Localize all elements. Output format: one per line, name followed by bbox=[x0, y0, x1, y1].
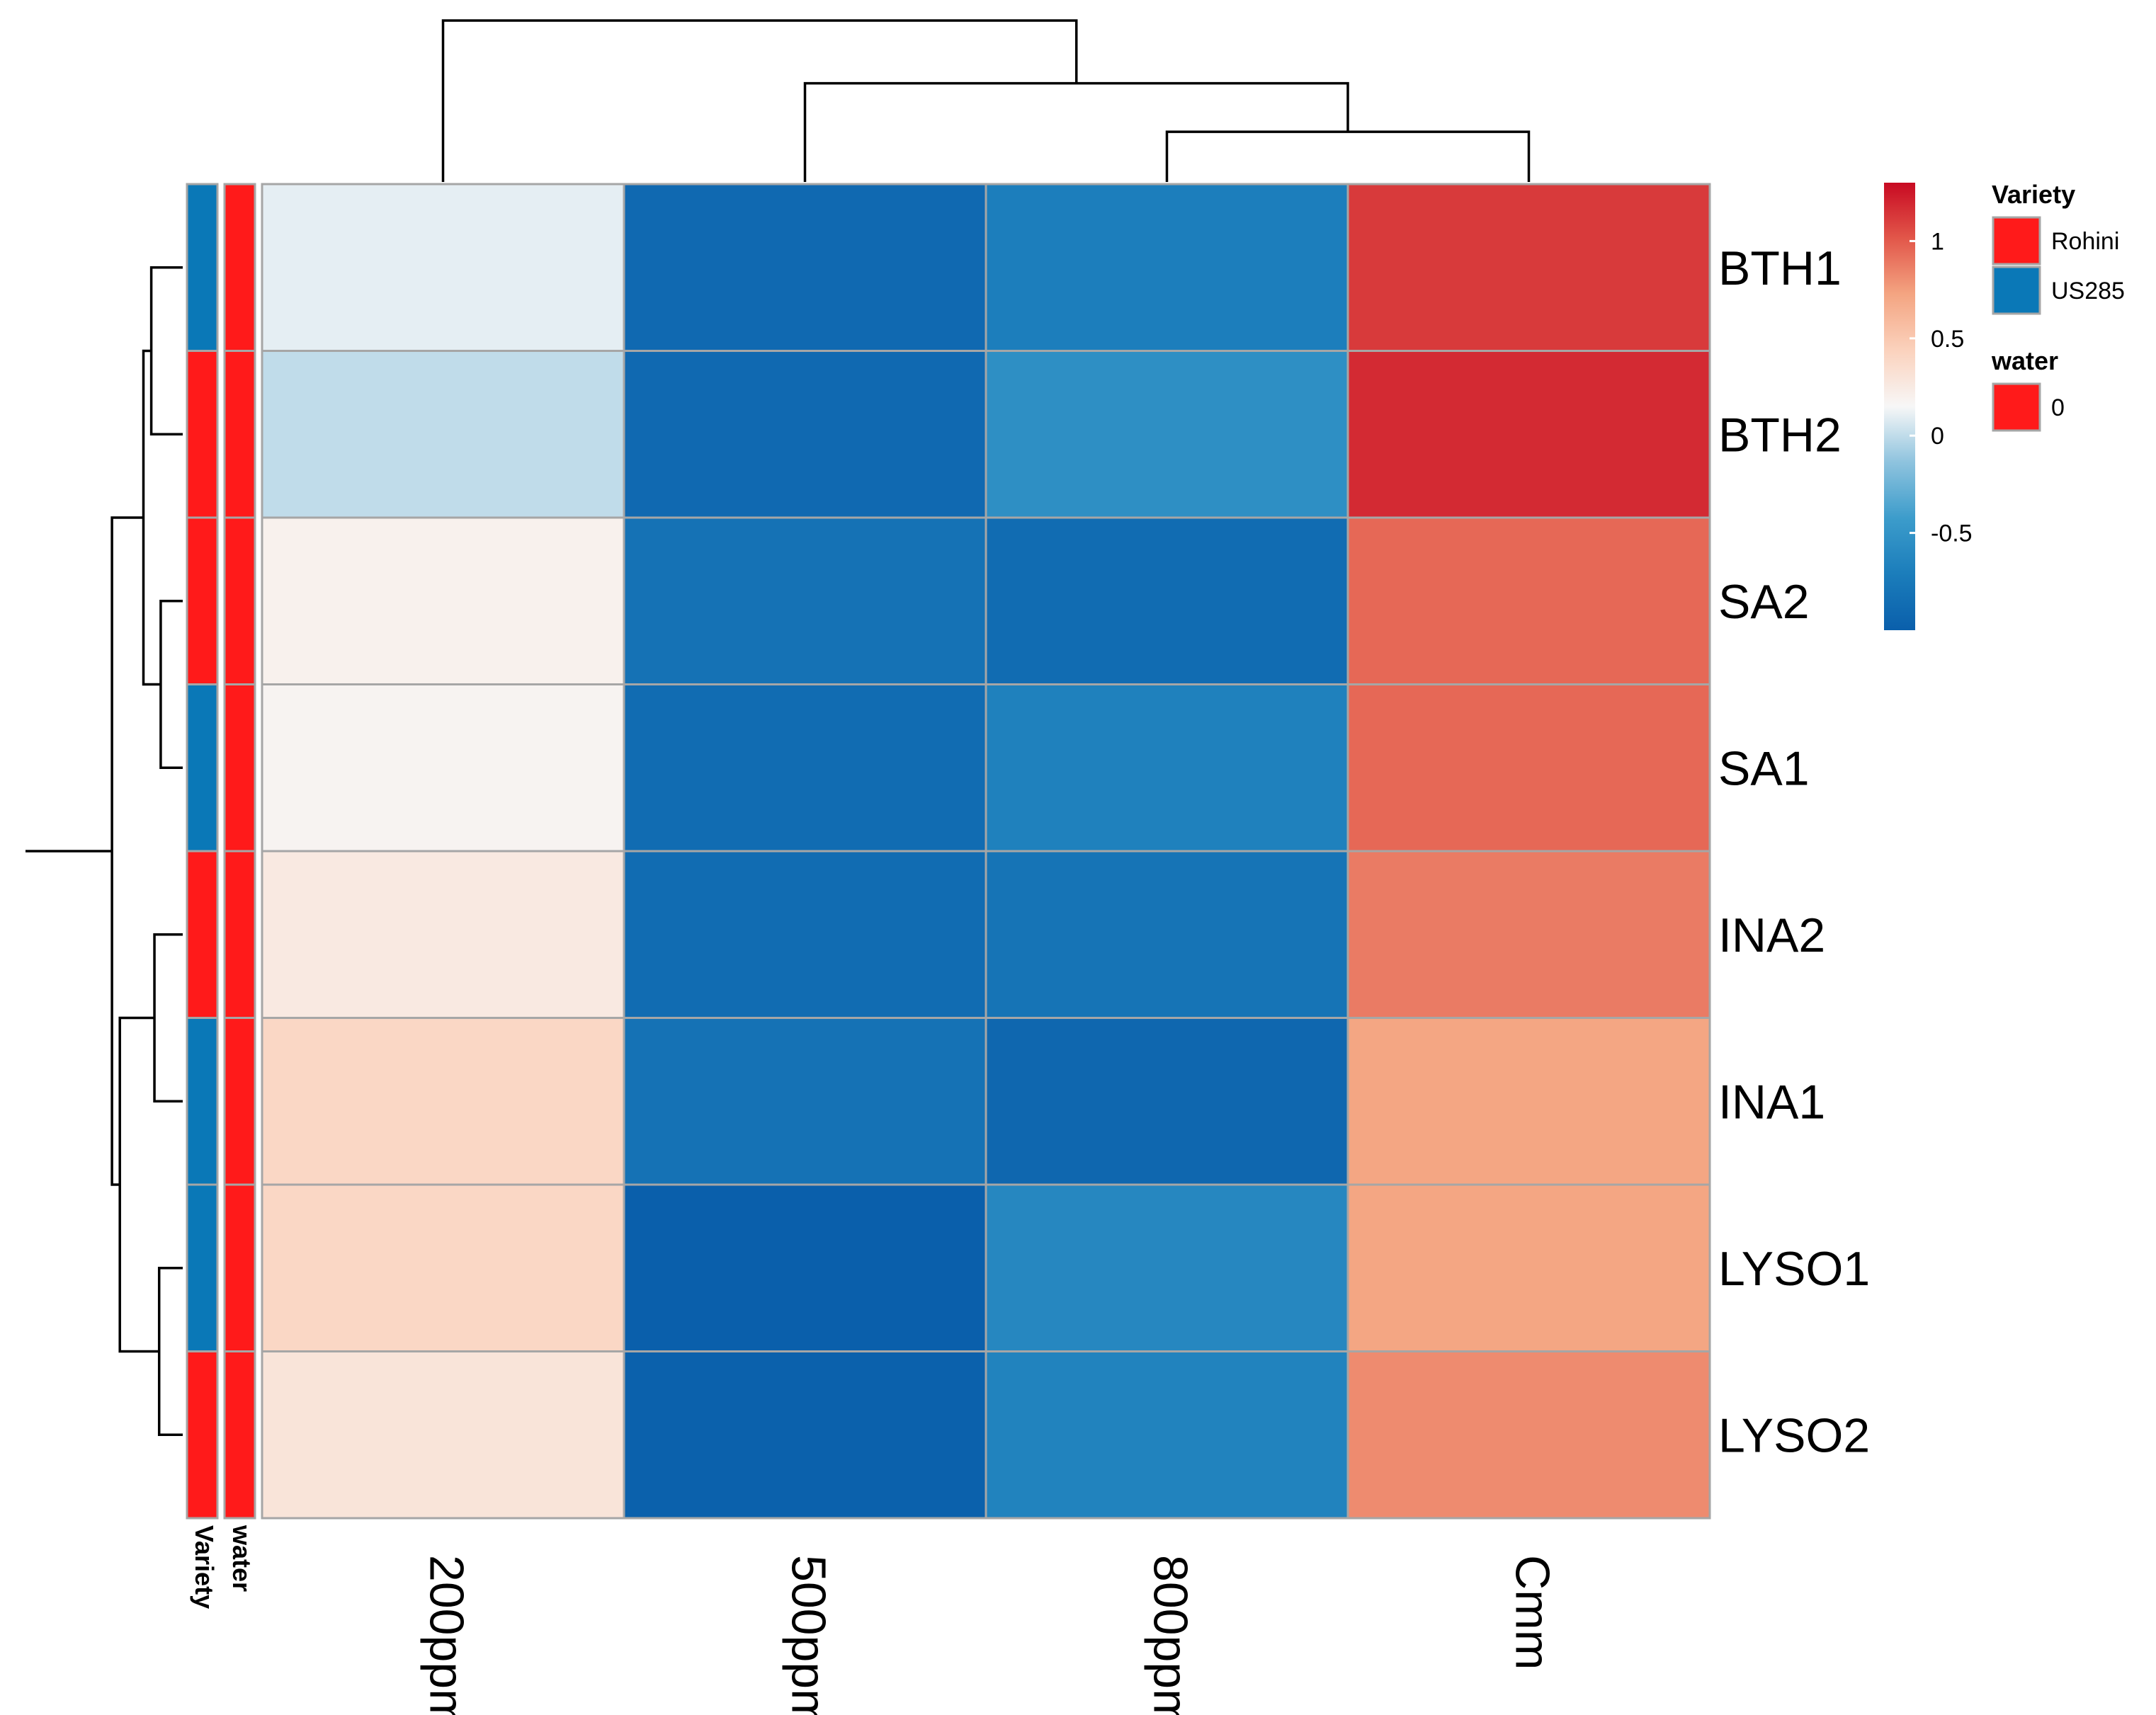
heatmap-cell bbox=[985, 183, 1349, 352]
dendrogram-branch bbox=[441, 19, 1078, 182]
heatmap-cell bbox=[1346, 683, 1711, 853]
annotation-cell-variety bbox=[186, 683, 219, 853]
heatmap-cell bbox=[623, 1350, 987, 1520]
heatmap-cell bbox=[1346, 1350, 1711, 1520]
annotation-cell-variety bbox=[186, 1183, 219, 1352]
color-scale-tick-label: 0.5 bbox=[1931, 326, 1964, 353]
heatmap-cells bbox=[261, 183, 1711, 1520]
annotation-labels: Variety water bbox=[190, 1525, 256, 1609]
dendrogram-branch bbox=[153, 933, 183, 1102]
heatmap-cell bbox=[623, 683, 987, 853]
annotation-cell-water bbox=[223, 1183, 256, 1352]
column-label: Cmm bbox=[1506, 1555, 1560, 1670]
annotation-cell-variety bbox=[186, 1350, 219, 1520]
heatmap-cell bbox=[261, 1183, 625, 1352]
row-label: INA2 bbox=[1718, 908, 1825, 962]
heatmap-cell bbox=[985, 683, 1349, 853]
dendrogram-branch bbox=[159, 600, 183, 769]
dendrogram-branch bbox=[1165, 130, 1531, 182]
annotation-cell-water bbox=[223, 1017, 256, 1186]
column-label: 500ppm bbox=[782, 1555, 836, 1715]
annotation-cell-variety bbox=[186, 350, 219, 519]
heatmap-cell bbox=[261, 1017, 625, 1186]
legend-label: US285 bbox=[2051, 278, 2125, 304]
annotation-label: water bbox=[227, 1525, 256, 1592]
legend-swatch bbox=[1992, 382, 2041, 432]
heatmap-cell bbox=[985, 1017, 1349, 1186]
heatmap-cell bbox=[623, 1183, 987, 1352]
row-label: BTH2 bbox=[1718, 408, 1842, 462]
heatmap-cell bbox=[985, 1183, 1349, 1352]
column-label: 800ppm bbox=[1144, 1555, 1198, 1715]
color-scale-tick-label: -0.5 bbox=[1931, 520, 1973, 547]
dendrogram-branch bbox=[803, 81, 1349, 182]
heatmap-cell bbox=[261, 516, 625, 685]
heatmap-cell bbox=[261, 683, 625, 853]
heatmap-cell bbox=[985, 1350, 1349, 1520]
legend-label: 0 bbox=[2051, 394, 2065, 421]
row-label: LYSO1 bbox=[1718, 1242, 1870, 1296]
row-label: INA1 bbox=[1718, 1075, 1825, 1129]
annotation-cell-water bbox=[223, 350, 256, 519]
heatmap-cell bbox=[623, 850, 987, 1019]
color-scale-legend: 1 0.5 0 -0.5 bbox=[1884, 183, 1973, 630]
row-label: SA1 bbox=[1718, 741, 1810, 795]
annotation-cell-variety bbox=[186, 183, 219, 352]
heatmap-cell bbox=[623, 516, 987, 685]
row-label: BTH1 bbox=[1718, 241, 1842, 295]
annotation-cell-water bbox=[223, 516, 256, 685]
annotation-cell-water bbox=[223, 1350, 256, 1520]
column-labels: 200ppm 500ppm 800ppm Cmm bbox=[420, 1555, 1560, 1715]
dendrogram-branch bbox=[157, 1267, 183, 1436]
dendrogram-branch bbox=[149, 266, 183, 435]
heatmap-cell bbox=[1346, 1017, 1711, 1186]
legend-label: Rohini bbox=[2051, 228, 2119, 255]
heatmap-cell bbox=[261, 350, 625, 519]
annotation-legends: Variety Rohini US285 water 0 bbox=[1991, 180, 2125, 432]
heatmap-cell bbox=[261, 850, 625, 1019]
row-dendrogram bbox=[25, 266, 183, 1436]
color-scale-tick-label: 1 bbox=[1931, 228, 1944, 255]
column-label: 200ppm bbox=[420, 1555, 474, 1715]
annotation-cell-variety bbox=[186, 516, 219, 685]
dendrogram-branch bbox=[110, 516, 144, 1186]
annotation-cell-variety bbox=[186, 1017, 219, 1186]
heatmap-cell bbox=[985, 850, 1349, 1019]
legend-title: water bbox=[1991, 346, 2058, 375]
heatmap-cell bbox=[623, 1017, 987, 1186]
annotation-cell-variety bbox=[186, 850, 219, 1019]
heatmap-cell bbox=[1346, 183, 1711, 352]
heatmap-cell bbox=[623, 350, 987, 519]
color-scale-tick-label: 0 bbox=[1931, 423, 1944, 450]
heatmap-cell bbox=[1346, 850, 1711, 1019]
heatmap-cell bbox=[985, 516, 1349, 685]
legend-title: Variety bbox=[1992, 180, 2075, 209]
annotation-cell-water bbox=[223, 850, 256, 1019]
annotation-bars bbox=[186, 183, 256, 1520]
row-label: LYSO2 bbox=[1718, 1408, 1870, 1462]
heatmap-cell bbox=[1346, 1183, 1711, 1352]
heatmap-cell bbox=[1346, 350, 1711, 519]
heatmap-cell bbox=[1346, 516, 1711, 685]
column-dendrogram bbox=[441, 19, 1531, 182]
legend-swatch bbox=[1992, 216, 2041, 266]
annotation-cell-water bbox=[223, 183, 256, 352]
annotation-cell-water bbox=[223, 683, 256, 853]
color-scale-bar bbox=[1884, 183, 1915, 630]
row-labels: BTH1 BTH2 SA2 SA1 INA2 INA1 LYSO1 LYSO2 bbox=[1718, 241, 1870, 1463]
row-label: SA2 bbox=[1718, 575, 1810, 629]
legend-swatch bbox=[1992, 266, 2041, 315]
annotation-label: Variety bbox=[190, 1525, 219, 1609]
heatmap-cell bbox=[261, 183, 625, 352]
heatmap-cell bbox=[985, 350, 1349, 519]
heatmap-cell bbox=[261, 1350, 625, 1520]
heatmap-cell bbox=[623, 183, 987, 352]
